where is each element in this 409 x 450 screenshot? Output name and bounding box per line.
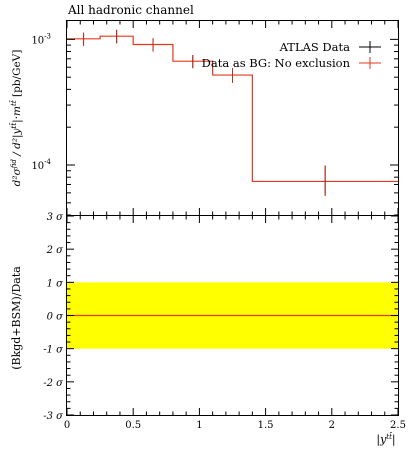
x-axis-label: |ytt̄| (376, 431, 395, 447)
main-y-tick-label-0: 10-3 (31, 32, 51, 46)
main-y-tick-label-1: 10-4 (31, 158, 51, 172)
ratio-y-tick-label-6: -3 σ (43, 411, 64, 422)
ratio-y-tick-label-1: 2 σ (46, 245, 65, 256)
main-y-axis-label: d²σfid / d²|ytt̄|·mtt̄ [pb/GeV] (8, 50, 24, 187)
ratio-panel-frame (66, 215, 399, 416)
chart-title: All hadronic channel (67, 3, 194, 17)
legend-entry-atlas-data: ATLAS Data (279, 40, 351, 54)
svg-text:d²σfid / d²|ytt̄|·mtt̄ [pb/GeV: d²σfid / d²|ytt̄|·mtt̄ [pb/GeV] (8, 50, 24, 187)
x-tick-label-4: 2 (329, 420, 335, 431)
ratio-y-axis-label: (Bkgd+BSM)/Data (10, 266, 23, 370)
ratio-y-tick-label-3: 0 σ (47, 312, 65, 323)
histogram-line-data-as-bg (67, 35, 398, 183)
svg-text:|ytt̄|: |ytt̄| (376, 431, 395, 447)
legend-entry-data-as-bg: Data as BG: No exclusion (202, 56, 351, 70)
x-tick-label-1: 0.5 (125, 420, 141, 431)
ratio-y-tick-label-0: 3 σ (47, 212, 65, 223)
ratio-y-tick-label-4: -1 σ (43, 345, 64, 356)
ratio-y-tick-label-2: 1 σ (47, 278, 65, 289)
x-tick-label-2: 1 (196, 420, 202, 431)
x-tick-label-0: 0 (64, 420, 70, 431)
x-tick-label-3: 1.5 (258, 420, 274, 431)
ratio-y-tick-label-5: -2 σ (43, 378, 64, 389)
x-tick-label-5: 2.5 (390, 420, 406, 431)
legend: ATLAS Data Data as BG: No exclusion (202, 40, 381, 70)
